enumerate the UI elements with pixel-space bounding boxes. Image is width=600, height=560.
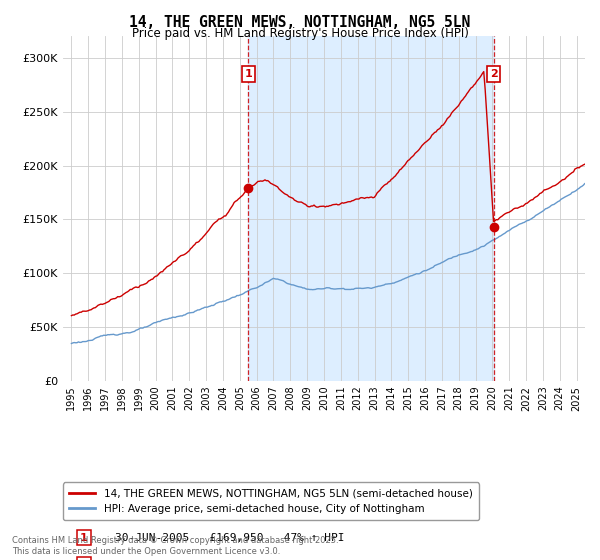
Text: 2: 2 <box>490 69 497 79</box>
Text: 1: 1 <box>80 533 88 543</box>
Text: 1: 1 <box>244 69 252 79</box>
Bar <box>248 36 494 381</box>
Text: Price paid vs. HM Land Registry's House Price Index (HPI): Price paid vs. HM Land Registry's House … <box>131 27 469 40</box>
Text: Contains HM Land Registry data © Crown copyright and database right 2025.
This d: Contains HM Land Registry data © Crown c… <box>12 536 338 556</box>
Text: 14, THE GREEN MEWS, NOTTINGHAM, NG5 5LN: 14, THE GREEN MEWS, NOTTINGHAM, NG5 5LN <box>130 15 470 30</box>
Text: 30-JUN-2005   £169,950   47% ↑ HPI: 30-JUN-2005 £169,950 47% ↑ HPI <box>115 533 344 543</box>
Legend: 14, THE GREEN MEWS, NOTTINGHAM, NG5 5LN (semi-detached house), HPI: Average pric: 14, THE GREEN MEWS, NOTTINGHAM, NG5 5LN … <box>63 483 479 520</box>
